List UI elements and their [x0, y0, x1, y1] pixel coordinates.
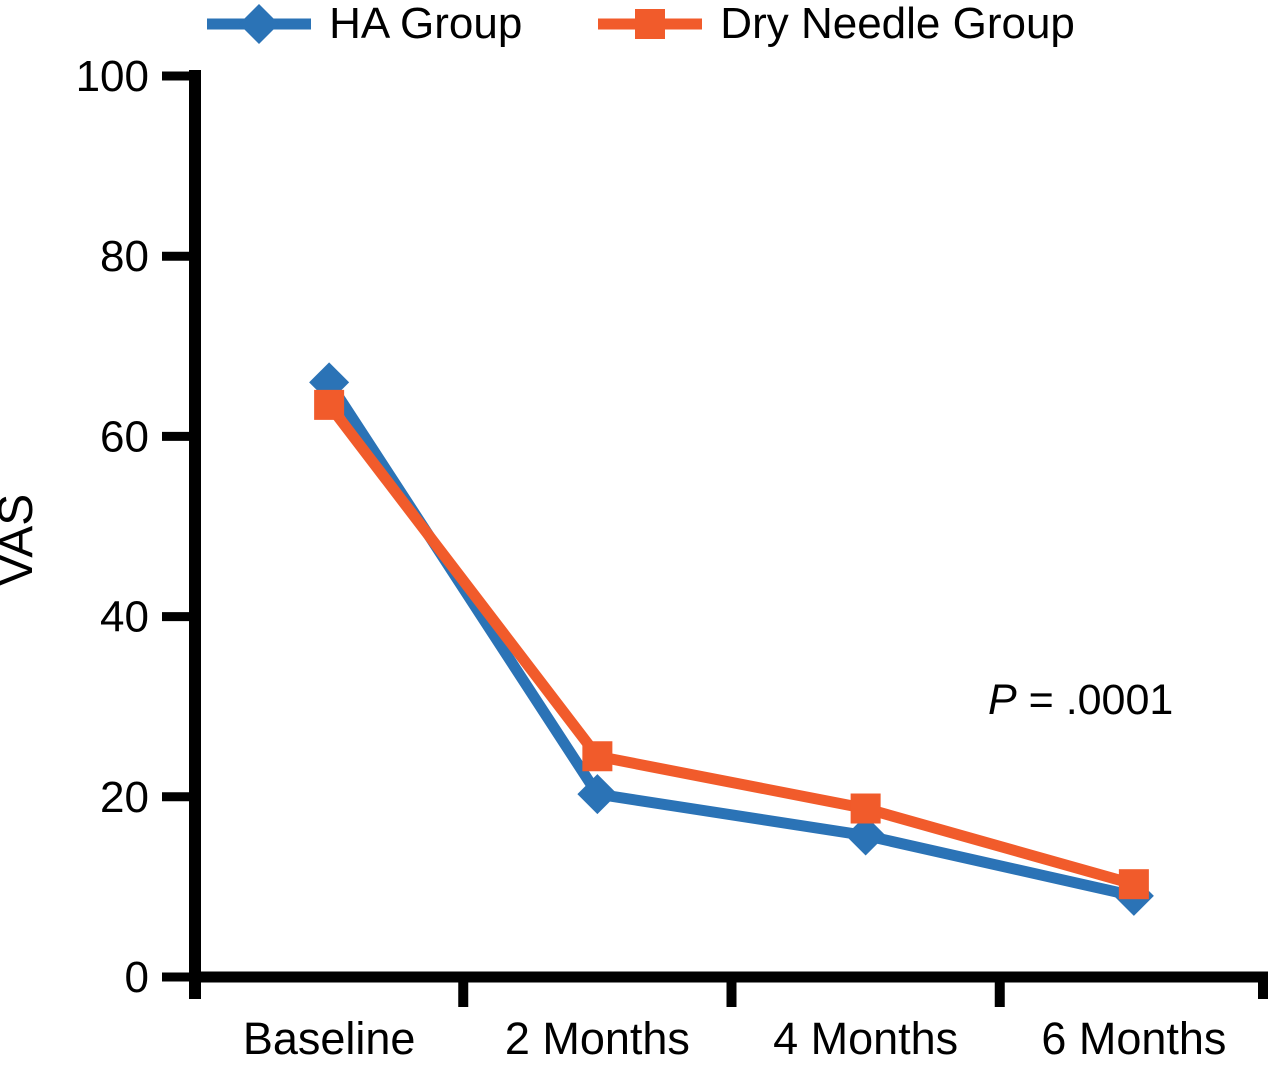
x-category-label: 6 Months: [1041, 1013, 1226, 1064]
y-axis-tick-label: 0: [125, 953, 149, 1002]
dry-needle-group-line-square-icon: [598, 9, 703, 39]
x-category-label: 2 Months: [505, 1013, 690, 1064]
series-line: [324, 379, 1136, 902]
y-axis-title: VAS: [0, 494, 43, 586]
y-axis-tick-label: 40: [100, 593, 149, 642]
legend-marker: [239, 4, 280, 44]
y-axis-tick-label: 60: [100, 412, 149, 461]
data-point-marker: [314, 389, 345, 420]
series-dry-needle-group: [314, 389, 1149, 900]
legend-label-ha-group: HA Group: [329, 0, 523, 48]
ha-group-line-diamond-icon: [207, 4, 312, 44]
y-axis-tick-label: 80: [100, 232, 149, 281]
data-point-marker: [845, 815, 886, 856]
p-value-symbol: P: [988, 676, 1017, 724]
series-line: [324, 401, 1136, 890]
data-point-marker: [582, 741, 613, 772]
y-axis-tick-label: 20: [100, 773, 149, 822]
legend-marker: [635, 9, 666, 39]
p-value-text: = .0001: [1016, 676, 1174, 724]
data-point-marker: [850, 793, 881, 824]
legend-item-ha-group: HA Group: [205, 0, 522, 48]
legend-item-dry-needle-group: Dry Needle Group: [596, 0, 1075, 48]
series-ha-group: [309, 362, 1154, 916]
y-axis-tick-label: 100: [76, 52, 149, 101]
x-category-label: 4 Months: [773, 1013, 958, 1064]
legend-label-dry-needle-group: Dry Needle Group: [720, 0, 1075, 48]
p-value-annotation: P = .0001: [988, 676, 1173, 725]
chart-legend: HA Group Dry Needle Group: [0, 0, 1280, 48]
data-point-marker: [1118, 869, 1149, 900]
data-point-marker: [577, 774, 618, 815]
x-category-label: Baseline: [243, 1013, 416, 1064]
